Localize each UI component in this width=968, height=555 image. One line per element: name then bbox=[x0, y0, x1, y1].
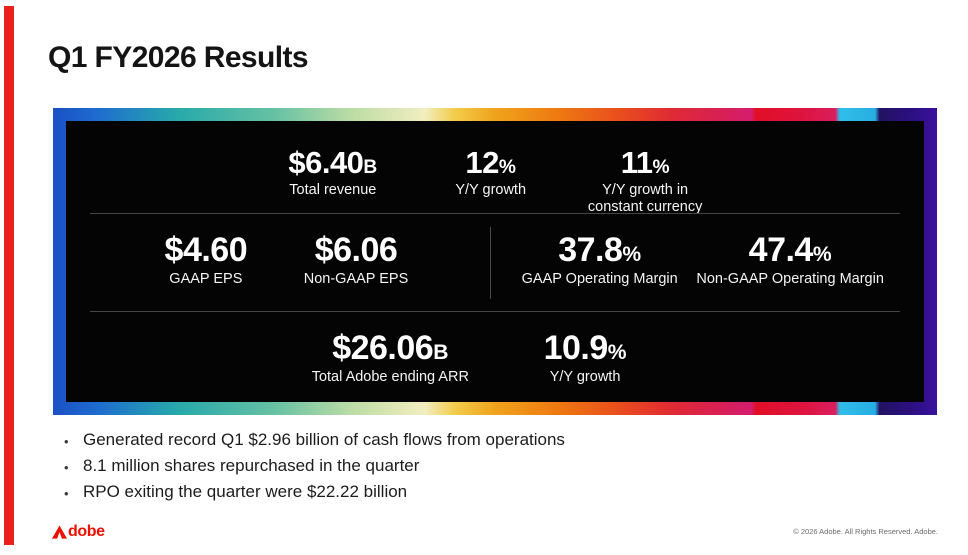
stat-arr-value: $26.06B bbox=[332, 329, 449, 367]
page-title: Q1 FY2026 Results bbox=[48, 41, 309, 74]
stat-non-gaap-eps-value: $6.06 bbox=[314, 231, 398, 269]
bullet-dot-icon: • bbox=[64, 486, 69, 501]
divider-row1-row2 bbox=[90, 213, 900, 214]
adobe-logo-text: dobe bbox=[68, 523, 105, 540]
stat-non-gaap-operating-margin: 47.4% Non-GAAP Operating Margin bbox=[696, 233, 884, 288]
stat-non-gaap-eps: $6.06 Non-GAAP EPS bbox=[304, 233, 409, 288]
list-item: • RPO exiting the quarter were $22.22 bil… bbox=[62, 482, 565, 502]
results-panel: $6.40B Total revenue 12% Y/Y growth 11% … bbox=[53, 108, 937, 415]
stat-gaap-om-value: 37.8% bbox=[558, 231, 642, 269]
stat-yy-growth-revenue: 12% Y/Y growth bbox=[455, 147, 526, 199]
list-item: • 8.1 million shares repurchased in the q… bbox=[62, 456, 565, 476]
results-panel-inner: $6.40B Total revenue 12% Y/Y growth 11% … bbox=[66, 121, 924, 402]
stat-non-gaap-om-value: 47.4% bbox=[748, 231, 832, 269]
divider-eps-margin bbox=[489, 227, 491, 299]
stat-gaap-operating-margin: 37.8% GAAP Operating Margin bbox=[522, 233, 678, 288]
stat-total-ending-arr: $26.06B Total Adobe ending ARR bbox=[312, 331, 469, 386]
stat-yy-growth-cc-value: 11% bbox=[620, 145, 670, 180]
stat-yy-growth-revenue-label: Y/Y growth bbox=[455, 182, 527, 198]
adobe-a-icon bbox=[52, 525, 67, 539]
stat-total-revenue-value: $6.40B bbox=[288, 145, 378, 180]
stat-yy-growth-cc-label: Y/Y growth in constant currency bbox=[587, 182, 703, 215]
adobe-logo: dobe bbox=[52, 523, 105, 540]
stat-yy-growth-arr-value: 10.9% bbox=[543, 329, 627, 367]
list-item: • Generated record Q1 $2.96 billion of ca… bbox=[62, 430, 565, 450]
stat-total-revenue: $6.40B Total revenue bbox=[288, 147, 377, 199]
stat-non-gaap-om-label: Non-GAAP Operating Margin bbox=[696, 271, 884, 287]
stat-yy-growth-arr: 10.9% Y/Y growth bbox=[544, 331, 627, 386]
stat-gaap-eps-value: $4.60 bbox=[164, 231, 248, 269]
highlights-list: • Generated record Q1 $2.96 billion of ca… bbox=[62, 430, 565, 502]
stat-total-revenue-label: Total revenue bbox=[289, 182, 377, 198]
bullet-text: 8.1 million shares repurchased in the qu… bbox=[83, 456, 420, 475]
stat-yy-growth-constant-currency: 11% Y/Y growth in constant currency bbox=[575, 147, 715, 215]
stat-gaap-om-label: GAAP Operating Margin bbox=[521, 271, 678, 287]
bullet-dot-icon: • bbox=[64, 460, 69, 475]
divider-row2-row3 bbox=[90, 311, 900, 312]
copyright-text: © 2026 Adobe. All Rights Reserved. Adobe… bbox=[793, 527, 938, 536]
bullet-text: Generated record Q1 $2.96 billion of cas… bbox=[83, 430, 565, 449]
stat-gaap-eps: $4.60 GAAP EPS bbox=[165, 233, 248, 288]
stat-gaap-eps-label: GAAP EPS bbox=[169, 271, 243, 287]
bullet-dot-icon: • bbox=[64, 434, 69, 449]
bullet-text: RPO exiting the quarter were $22.22 bill… bbox=[83, 482, 408, 501]
left-accent-bar bbox=[4, 6, 14, 545]
stat-yy-growth-arr-label: Y/Y growth bbox=[549, 369, 621, 385]
stat-non-gaap-eps-label: Non-GAAP EPS bbox=[303, 271, 409, 287]
stat-arr-label: Total Adobe ending ARR bbox=[311, 369, 469, 385]
stat-yy-growth-revenue-value: 12% bbox=[465, 145, 516, 180]
